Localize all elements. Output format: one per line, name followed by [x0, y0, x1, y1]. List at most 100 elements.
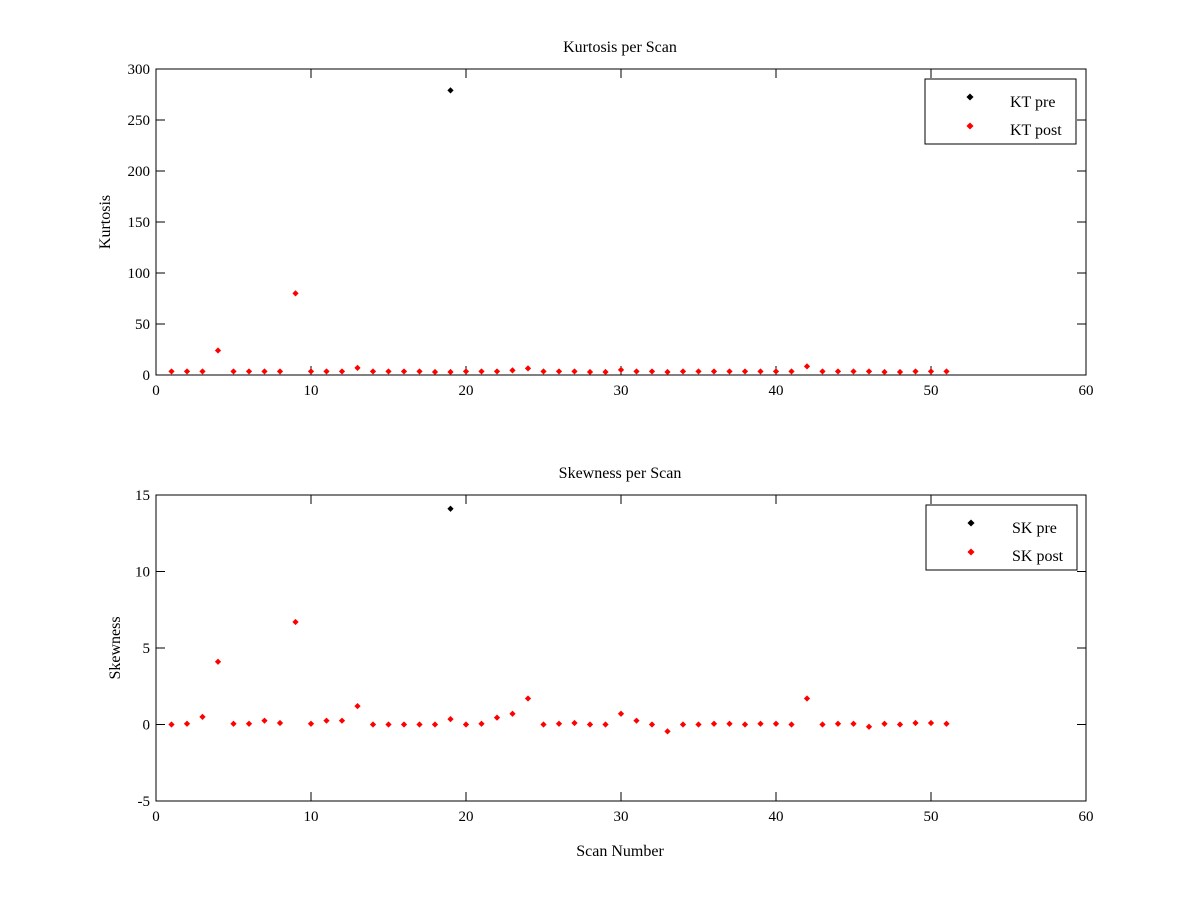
- x-tick-label: 30: [614, 809, 629, 825]
- y-tick-label: 5: [143, 641, 151, 657]
- data-point-sk-post: [447, 716, 454, 723]
- x-tick-label: 20: [459, 383, 474, 399]
- y-tick-label: 250: [128, 113, 151, 129]
- data-point-kt-post: [571, 368, 578, 375]
- data-point-kt-post: [741, 368, 749, 375]
- data-point-kt-post: [354, 364, 361, 371]
- legend-label-sk-pre: SK pre: [1012, 520, 1057, 537]
- y-tick-label: 0: [143, 368, 151, 384]
- data-point-kt-post: [338, 368, 346, 375]
- chart-title: Skewness per Scan: [559, 465, 682, 482]
- data-point-sk-post: [493, 714, 501, 721]
- data-point-kt-post: [633, 368, 640, 375]
- data-point-kt-post: [276, 368, 284, 375]
- data-point-sk-post: [431, 721, 439, 728]
- data-point-kt-post: [385, 368, 392, 375]
- data-point-sk-post: [912, 719, 919, 727]
- data-point-sk-post: [586, 721, 594, 728]
- data-point-sk-post: [617, 710, 625, 717]
- data-point-kt-post: [617, 366, 625, 374]
- x-tick-label: 10: [304, 383, 319, 399]
- kurtosis-subplot: Kurtosis per Scan Kurtosis 0 10 20 30 40 50 60…: [97, 39, 1094, 399]
- data-point-kt-post: [307, 368, 315, 375]
- x-tick-label: 50: [924, 809, 939, 825]
- x-tick-label: 0: [152, 809, 160, 825]
- data-point-sk-post: [850, 720, 857, 727]
- chart-title: Kurtosis per Scan: [563, 39, 677, 56]
- legend-marker-kt-post: [966, 122, 974, 130]
- data-point-kt-post: [834, 368, 842, 375]
- data-point-sk-post: [540, 721, 547, 728]
- data-point-sk-post: [369, 721, 377, 728]
- data-point-sk-post: [385, 721, 392, 728]
- data-point-kt-post: [695, 368, 702, 375]
- y-tick-label: 0: [143, 718, 151, 734]
- data-point-kt-post: [757, 368, 764, 375]
- data-point-sk-post: [571, 719, 578, 727]
- y-tick-label: 15: [135, 488, 150, 504]
- data-point-sk-post: [772, 720, 780, 727]
- y-tick-label: 10: [135, 565, 150, 581]
- data-point-sk-post: [648, 721, 656, 728]
- data-point-kt-post: [679, 368, 687, 375]
- data-point-sk-post: [865, 723, 873, 730]
- data-point-sk-post: [509, 710, 516, 717]
- data-point-sk-post: [416, 721, 423, 728]
- legend-box: [924, 78, 1077, 145]
- x-tick-label: 60: [1079, 383, 1094, 399]
- x-tick-label: 30: [614, 383, 629, 399]
- data-point-kt-post: [493, 368, 501, 375]
- data-point-sk-post: [354, 703, 361, 710]
- data-point-sk-post: [338, 717, 346, 724]
- x-tick-label: 10: [304, 809, 319, 825]
- data-point-kt-post: [555, 368, 563, 375]
- data-point-sk-post: [788, 721, 795, 728]
- data-point-kt-post: [772, 368, 780, 375]
- data-point-kt-post: [261, 368, 268, 375]
- data-point-kt-post: [524, 365, 532, 372]
- tick-group: 0 10 20 30 40 50 60 0 50 100 150 200 250 300: [128, 62, 1094, 399]
- data-point-kt-post: [943, 368, 950, 375]
- x-tick-label: 50: [924, 383, 939, 399]
- data-point-sk-post: [462, 721, 470, 728]
- data-point-kt-post: [447, 368, 454, 376]
- y-tick-label: 150: [128, 215, 151, 231]
- legend-marker-kt-pre: [966, 93, 974, 101]
- data-point-sk-post: [292, 618, 299, 626]
- data-point-kt-post: [462, 368, 470, 375]
- legend: KT pre KT post: [924, 78, 1077, 145]
- data-point-kt-post: [819, 368, 826, 375]
- legend-marker-sk-post: [967, 548, 975, 556]
- data-point-sk-post: [927, 719, 935, 727]
- data-point-kt-post: [726, 368, 733, 375]
- y-tick-label: 50: [135, 317, 150, 333]
- data-point-kt-post: [323, 368, 330, 375]
- data-point-sk-post: [710, 720, 718, 727]
- data-point-sk-post: [803, 695, 811, 702]
- data-point-sk-post: [679, 721, 687, 728]
- legend-label-sk-post: SK post: [1012, 548, 1064, 565]
- data-point-sk-post: [834, 720, 842, 727]
- data-point-sk-post: [633, 717, 640, 724]
- y-tick-label: -5: [138, 794, 151, 810]
- legend: SK pre SK post: [925, 504, 1078, 571]
- data-point-sk-post: [555, 720, 563, 727]
- data-point-kt-post: [478, 368, 485, 375]
- y-axis-label: Kurtosis: [97, 195, 114, 249]
- data-point-sk-post: [199, 713, 206, 720]
- x-tick-label: 20: [459, 809, 474, 825]
- data-point-kt-post: [788, 368, 795, 375]
- data-point-sk-post: [261, 717, 268, 724]
- data-point-kt-post: [912, 368, 919, 375]
- data-point-sk-post: [896, 721, 904, 728]
- y-tick-label: 200: [128, 164, 151, 180]
- data-point-kt-post: [416, 368, 423, 375]
- data-point-kt-post: [648, 368, 656, 375]
- legend-label-kt-pre: KT pre: [1010, 94, 1055, 111]
- y-tick-label: 100: [128, 266, 151, 282]
- data-point-sk-post: [695, 721, 702, 728]
- data-point-sk-post: [881, 720, 888, 727]
- data-point-kt-post: [369, 368, 377, 375]
